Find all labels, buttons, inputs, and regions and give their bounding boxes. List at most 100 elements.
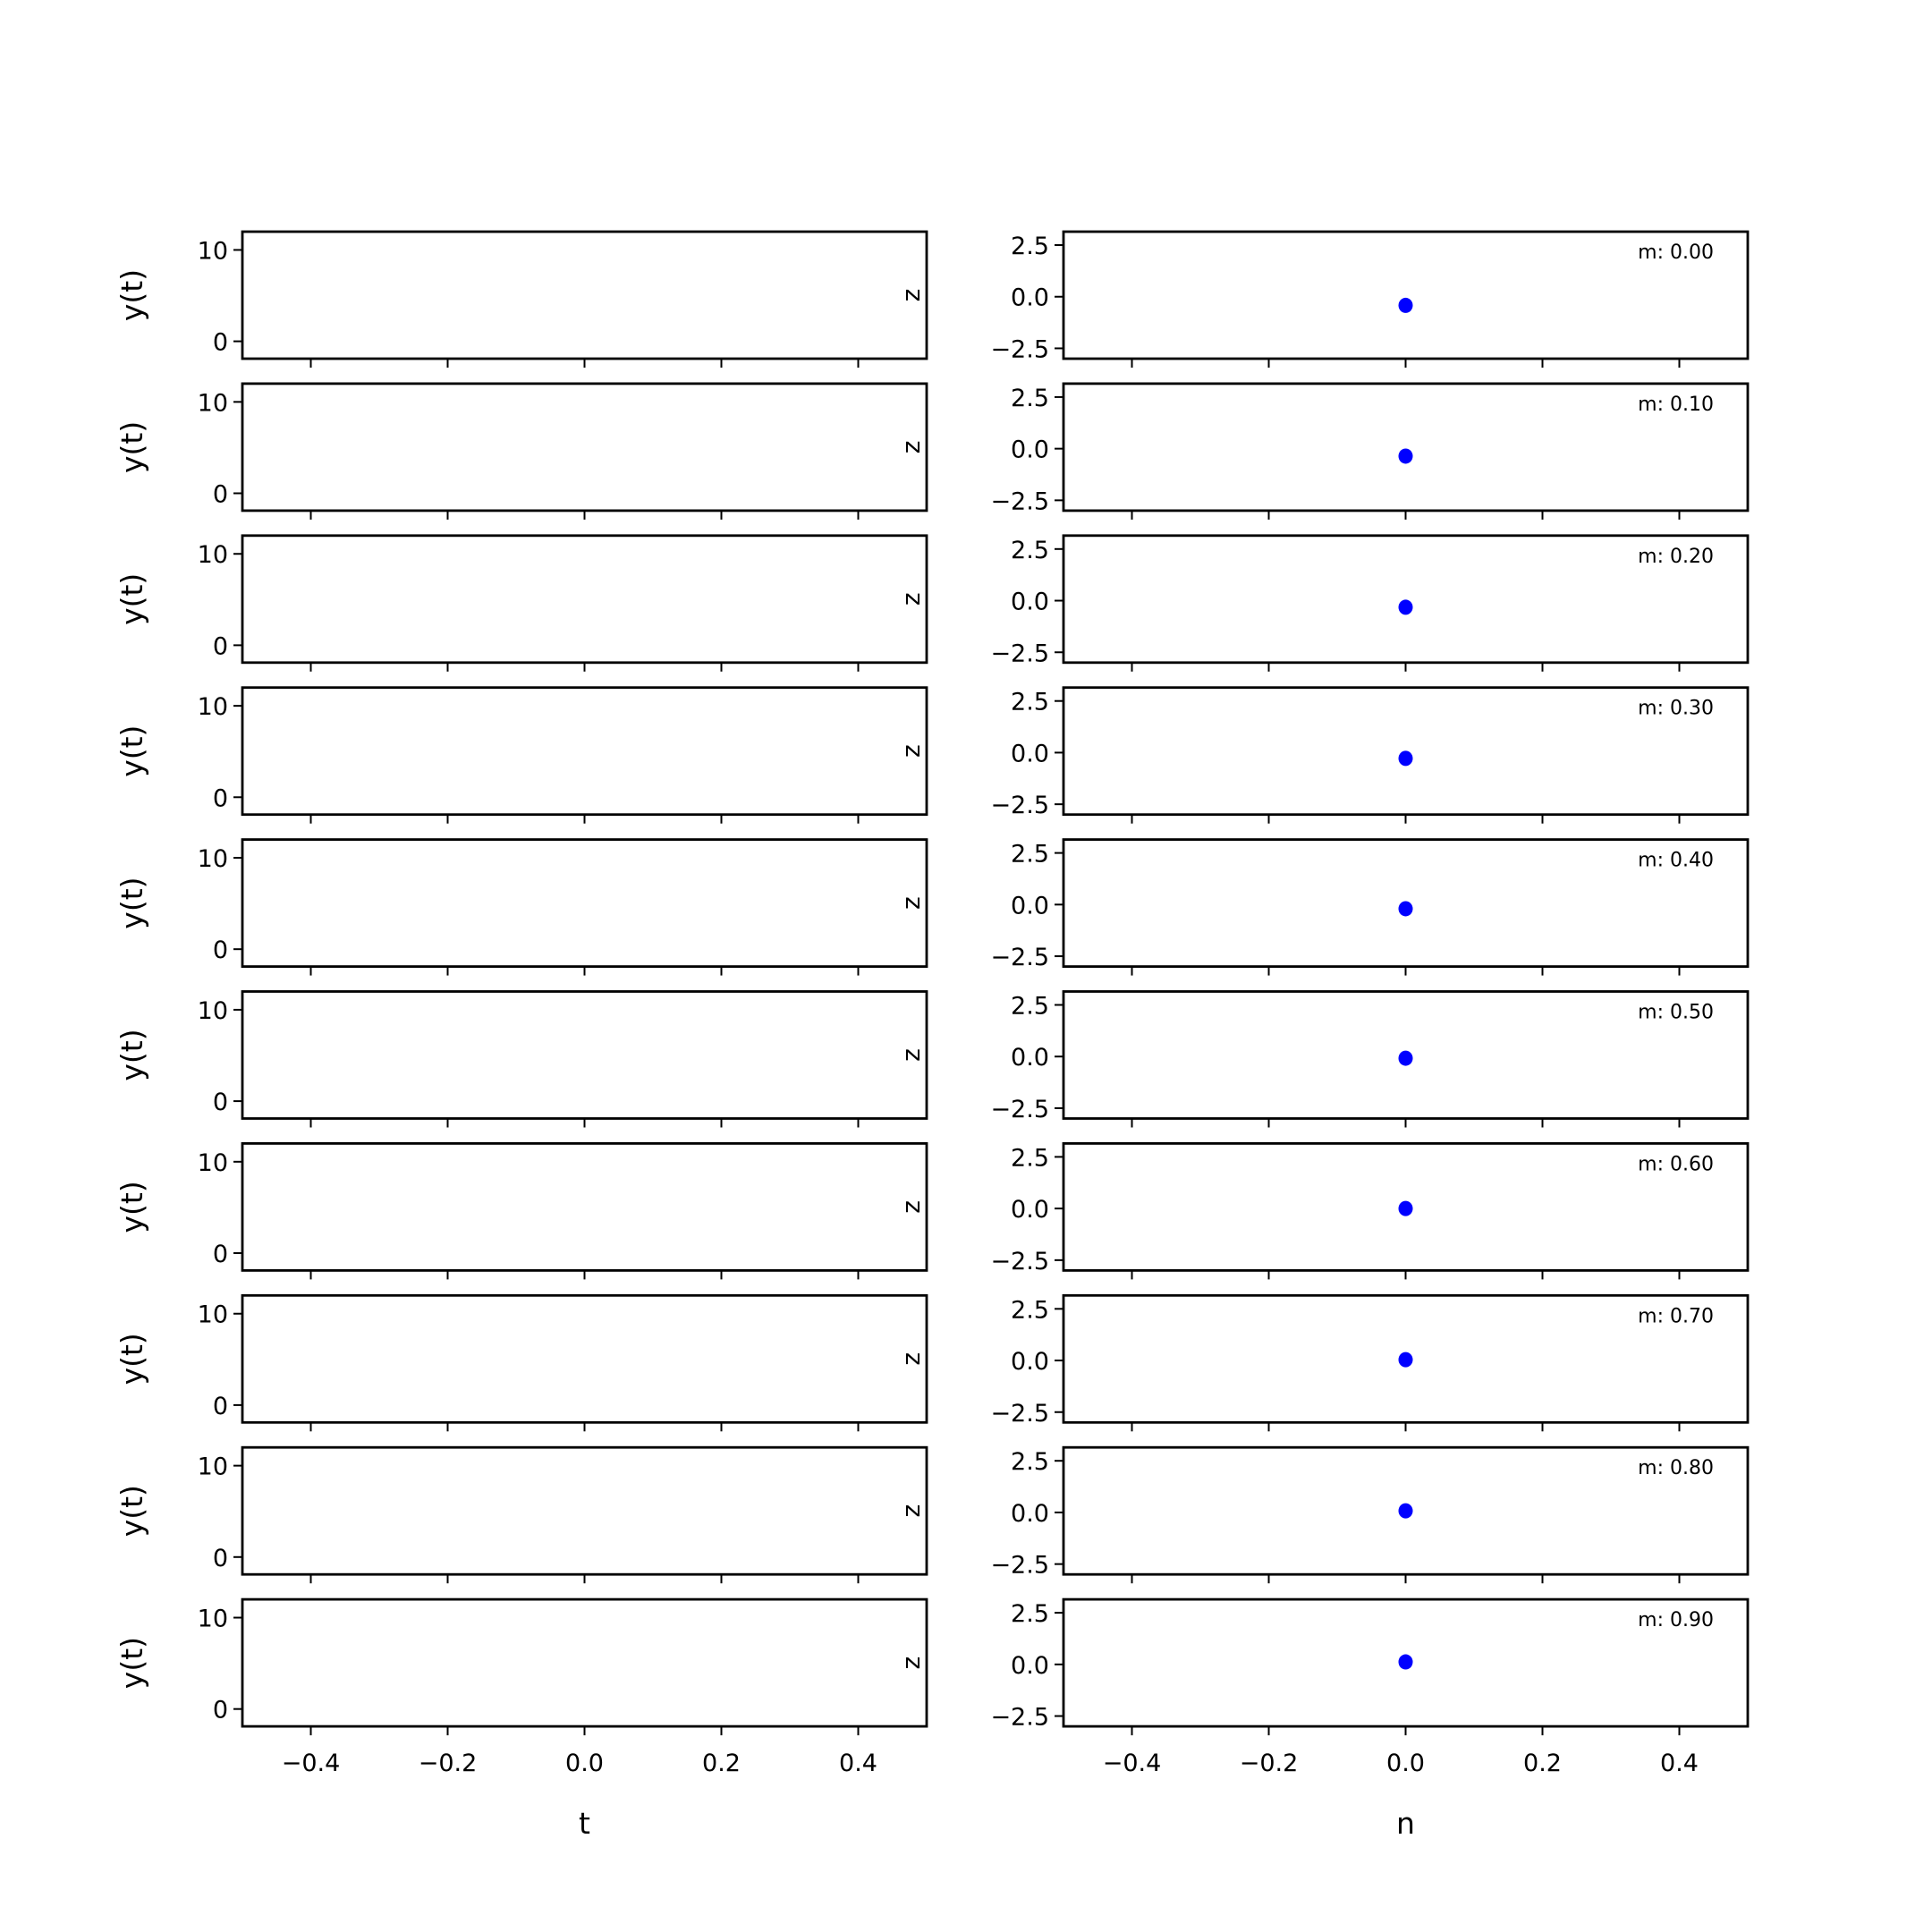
ytick-label: 0 xyxy=(213,329,228,357)
m-annotation: m: 0.20 xyxy=(1638,546,1714,568)
ytick-label: −2.5 xyxy=(990,1552,1049,1580)
ytick-label: −2.5 xyxy=(990,792,1049,819)
axes-frame-0-2 xyxy=(241,534,928,665)
z-label: z xyxy=(896,1048,926,1062)
xtick-label: 0.0 xyxy=(1386,1750,1425,1777)
ytick-label: 0.0 xyxy=(1011,436,1049,464)
z-label: z xyxy=(896,289,926,302)
z-label: z xyxy=(896,896,926,910)
ytick-label: −2.5 xyxy=(990,1096,1049,1123)
z-label: z xyxy=(896,441,926,454)
m-annotation: m: 0.10 xyxy=(1638,394,1714,416)
ytick-label: 0.0 xyxy=(1011,1044,1049,1072)
ytick-label: 0.0 xyxy=(1011,284,1049,312)
axes-frame-0-5 xyxy=(241,990,928,1120)
y-axis-label: y(t) xyxy=(114,1485,149,1537)
ytick-label: 10 xyxy=(198,1606,228,1633)
ytick-label: 2.5 xyxy=(1011,1600,1049,1628)
ytick-label: 0 xyxy=(213,1393,228,1420)
data-point xyxy=(1398,1503,1413,1519)
z-label: z xyxy=(896,1352,926,1366)
xtick-label: −0.4 xyxy=(282,1750,341,1777)
ytick-label: 10 xyxy=(198,389,228,417)
ytick-label: −2.5 xyxy=(990,487,1049,515)
ytick-label: 0 xyxy=(213,1241,228,1268)
data-point xyxy=(1398,901,1413,917)
ytick-label: 2.5 xyxy=(1011,1144,1049,1172)
m-annotation: m: 0.40 xyxy=(1638,850,1714,872)
data-point xyxy=(1398,599,1413,615)
ytick-label: 10 xyxy=(198,1301,228,1329)
z-label: z xyxy=(896,1657,926,1670)
ytick-label: 0 xyxy=(213,1697,228,1724)
ytick-label: −2.5 xyxy=(990,335,1049,363)
axes-frame-0-1 xyxy=(241,382,928,513)
ytick-label: −2.5 xyxy=(990,1400,1049,1428)
m-annotation: m: 0.90 xyxy=(1638,1609,1714,1631)
z-label: z xyxy=(896,744,926,758)
ytick-label: 10 xyxy=(198,1453,228,1481)
z-label: z xyxy=(896,1200,926,1214)
ytick-label: 2.5 xyxy=(1011,689,1049,716)
axes-frame-0-3 xyxy=(241,686,928,817)
ytick-label: −2.5 xyxy=(990,1704,1049,1732)
xtick-label: 0.2 xyxy=(1523,1750,1562,1777)
y-axis-label: y(t) xyxy=(114,421,149,473)
xtick-label: −0.2 xyxy=(419,1750,478,1777)
x-axis-label: t xyxy=(579,1806,590,1841)
y-axis-label: y(t) xyxy=(114,1637,149,1689)
axes-frame-0-8 xyxy=(241,1445,928,1576)
xtick-label: 0.0 xyxy=(565,1750,604,1777)
m-annotation: m: 0.30 xyxy=(1638,698,1714,720)
ytick-label: 2.5 xyxy=(1011,537,1049,564)
y-axis-label: y(t) xyxy=(114,269,149,321)
ytick-label: 2.5 xyxy=(1011,233,1049,260)
ytick-label: 2.5 xyxy=(1011,1296,1049,1324)
ytick-label: 0 xyxy=(213,1545,228,1572)
x-axis-label: n xyxy=(1396,1806,1415,1841)
m-annotation: m: 0.70 xyxy=(1638,1305,1714,1327)
ytick-label: 2.5 xyxy=(1011,841,1049,869)
axes-frame-0-6 xyxy=(241,1142,928,1272)
ytick-label: 0.0 xyxy=(1011,1652,1049,1680)
ytick-label: 0 xyxy=(213,784,228,812)
axes-frame-0-7 xyxy=(241,1293,928,1424)
ytick-label: 10 xyxy=(198,693,228,721)
axes-frame-0-4 xyxy=(241,838,928,968)
data-point xyxy=(1398,750,1413,767)
y-axis-label: y(t) xyxy=(114,1029,149,1080)
ytick-label: 10 xyxy=(198,997,228,1025)
y-axis-label: y(t) xyxy=(114,573,149,625)
m-annotation: m: 0.60 xyxy=(1638,1153,1714,1175)
data-point xyxy=(1398,297,1413,313)
y-axis-label: y(t) xyxy=(114,1333,149,1385)
ytick-label: 0.0 xyxy=(1011,589,1049,616)
xtick-label: 0.4 xyxy=(1660,1750,1699,1777)
data-point xyxy=(1398,448,1413,464)
ytick-label: −2.5 xyxy=(990,640,1049,667)
ytick-label: 0.0 xyxy=(1011,1348,1049,1376)
ytick-label: 0.0 xyxy=(1011,740,1049,767)
axes-frame-0-0 xyxy=(241,230,928,360)
ytick-label: 0 xyxy=(213,1089,228,1116)
ytick-label: 2.5 xyxy=(1011,385,1049,412)
ytick-label: −2.5 xyxy=(990,944,1049,971)
data-point xyxy=(1398,1050,1413,1066)
ytick-label: 0.0 xyxy=(1011,1196,1049,1224)
ytick-label: 2.5 xyxy=(1011,1448,1049,1476)
data-point xyxy=(1398,1352,1413,1368)
m-annotation: m: 0.00 xyxy=(1638,242,1714,264)
ytick-label: 10 xyxy=(198,541,228,569)
ytick-label: 0 xyxy=(213,936,228,964)
ytick-label: 0 xyxy=(213,632,228,660)
xtick-label: 0.4 xyxy=(839,1750,877,1777)
m-annotation: m: 0.80 xyxy=(1638,1457,1714,1479)
xtick-label: 0.2 xyxy=(702,1750,741,1777)
data-point xyxy=(1398,1200,1413,1216)
ytick-label: 0.0 xyxy=(1011,1500,1049,1528)
ytick-label: −2.5 xyxy=(990,1248,1049,1275)
xtick-label: −0.2 xyxy=(1240,1750,1299,1777)
y-axis-label: y(t) xyxy=(114,1181,149,1233)
axes-frame-0-9 xyxy=(241,1597,928,1728)
